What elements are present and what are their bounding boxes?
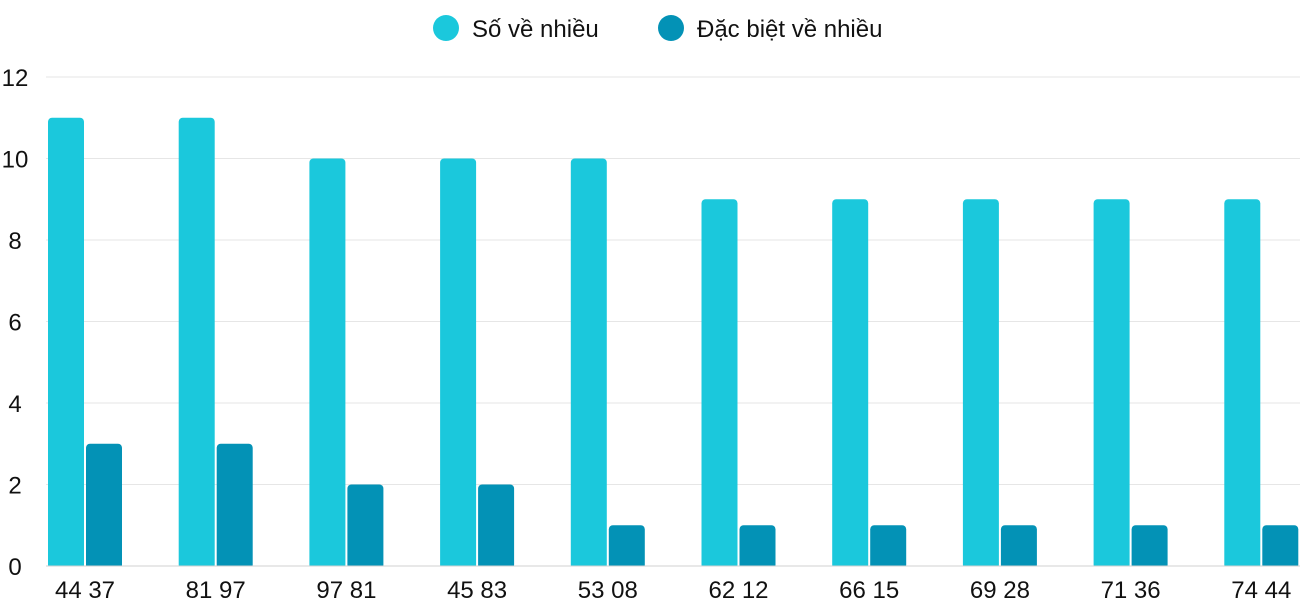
bar-series-1[interactable] [870, 525, 907, 569]
x-tick-label: 81 97 [186, 577, 246, 600]
x-tick-label: 74 44 [1231, 577, 1291, 600]
x-tick-label: 53 08 [578, 577, 638, 600]
y-tick-label: 6 [8, 310, 21, 337]
bar-baseline-mask [47, 566, 123, 570]
y-tick-label: 10 [2, 147, 29, 174]
bar-baseline-mask [831, 566, 908, 570]
x-tick-label: 44 37 [55, 577, 115, 600]
bar-baseline-mask [1223, 566, 1300, 570]
y-tick-label: 12 [2, 65, 29, 92]
y-tick-label: 0 [8, 554, 21, 581]
bars [47, 117, 1300, 570]
bar-baseline-mask [439, 566, 516, 570]
x-tick-label: 66 15 [839, 577, 899, 600]
bar-series-1[interactable] [608, 525, 645, 569]
bar-series-0[interactable] [178, 117, 215, 569]
bar-baseline-mask [961, 566, 1038, 570]
y-axis: 0 2 4 6 8 10 12 [2, 65, 29, 581]
bar-series-1[interactable] [1000, 525, 1037, 569]
x-axis: 44 37 81 97 97 81 45 83 53 08 62 12 66 15 69 28… [46, 565, 1300, 600]
bar-series-1[interactable] [216, 443, 253, 569]
y-tick-label: 4 [8, 391, 21, 418]
bar-series-0[interactable] [440, 158, 477, 570]
bar-series-1[interactable] [1262, 525, 1299, 569]
grid-lines [46, 76, 1300, 567]
bar-series-0[interactable] [832, 199, 869, 569]
bar-series-0[interactable] [1224, 199, 1261, 569]
legend-marker-series-1 [658, 15, 684, 41]
bar-baseline-mask [569, 566, 646, 570]
legend-marker-series-0 [433, 15, 459, 41]
x-tick-label: 45 83 [447, 577, 507, 600]
bar-series-1[interactable] [739, 525, 776, 569]
x-tick-label: 62 12 [708, 577, 768, 600]
x-tick-label: 71 36 [1101, 577, 1161, 600]
bar-baseline-mask [308, 566, 385, 570]
bar-series-0[interactable] [570, 158, 607, 570]
legend-label-series-1[interactable]: Đặc biệt về nhiều [697, 16, 882, 43]
legend: Số về nhiều Đặc biệt về nhiều [433, 15, 882, 43]
x-tick-label: 69 28 [970, 577, 1030, 600]
bar-series-0[interactable] [701, 199, 738, 569]
bar-series-0[interactable] [48, 117, 84, 569]
x-tick-label: 97 81 [316, 577, 376, 600]
bar-series-1[interactable] [86, 443, 122, 569]
bar-series-1[interactable] [1131, 525, 1168, 569]
y-tick-label: 8 [8, 228, 21, 255]
bar-series-1[interactable] [347, 484, 384, 570]
legend-label-series-0[interactable]: Số về nhiều [472, 16, 599, 43]
bar-series-0[interactable] [309, 158, 346, 570]
bar-series-0[interactable] [962, 199, 999, 569]
bar-series-1[interactable] [478, 484, 515, 570]
bar-series-0[interactable] [1093, 199, 1130, 569]
y-tick-label: 2 [8, 473, 21, 500]
bar-baseline-mask [1092, 566, 1169, 570]
bar-baseline-mask [177, 566, 254, 570]
bar-baseline-mask [700, 566, 777, 570]
